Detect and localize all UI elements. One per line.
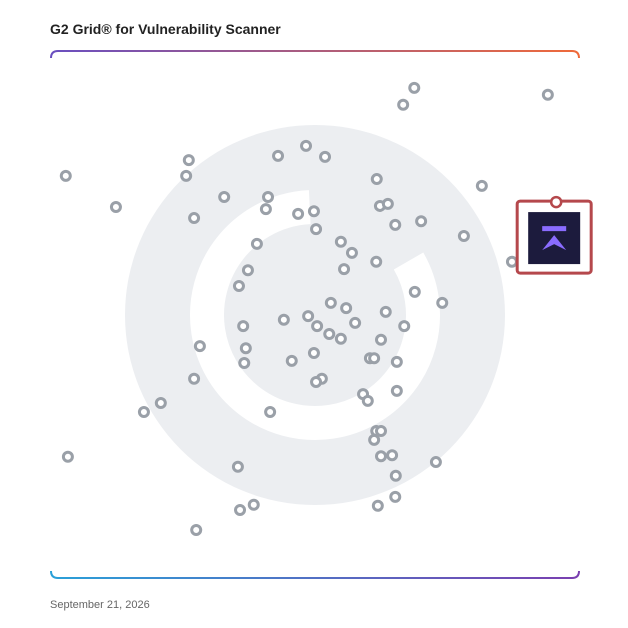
point xyxy=(389,469,402,482)
point xyxy=(302,310,315,323)
point xyxy=(389,490,402,503)
point xyxy=(232,280,245,293)
point xyxy=(180,169,193,182)
point xyxy=(370,255,383,268)
point xyxy=(109,200,122,213)
point xyxy=(375,333,387,346)
point xyxy=(457,229,470,242)
point xyxy=(381,197,394,210)
point xyxy=(277,313,290,326)
point xyxy=(349,316,362,329)
point xyxy=(154,397,167,410)
points xyxy=(59,81,554,537)
point xyxy=(390,384,403,397)
point xyxy=(371,499,384,512)
point xyxy=(361,394,374,407)
point xyxy=(259,203,272,216)
point xyxy=(436,296,449,309)
point xyxy=(292,207,305,220)
point xyxy=(475,179,488,192)
point xyxy=(310,223,323,236)
point xyxy=(334,235,347,248)
highlight xyxy=(515,195,593,275)
point xyxy=(368,433,381,446)
point xyxy=(345,246,358,259)
point xyxy=(188,212,201,225)
point xyxy=(285,354,298,367)
point xyxy=(389,218,402,231)
point xyxy=(218,190,231,203)
point xyxy=(319,150,332,163)
point xyxy=(379,305,392,318)
point xyxy=(234,504,247,517)
point xyxy=(272,149,285,162)
point xyxy=(340,302,353,315)
frame xyxy=(50,570,580,579)
point xyxy=(386,449,399,462)
chart-title: G2 Grid® for Vulnerability Scanner xyxy=(50,21,281,37)
point xyxy=(237,320,250,333)
point xyxy=(398,320,411,333)
frame xyxy=(50,50,580,59)
point xyxy=(307,205,320,218)
point xyxy=(415,215,428,228)
point xyxy=(338,263,351,276)
point xyxy=(368,352,381,365)
point xyxy=(238,356,251,369)
point xyxy=(429,456,442,469)
point xyxy=(300,139,313,152)
point xyxy=(307,346,320,359)
point xyxy=(311,320,324,333)
point xyxy=(370,173,383,186)
point xyxy=(505,255,518,268)
point xyxy=(193,340,206,353)
point xyxy=(59,169,72,182)
point xyxy=(264,405,277,418)
point xyxy=(408,81,421,94)
point xyxy=(188,372,201,385)
point xyxy=(61,450,74,463)
point xyxy=(239,342,252,355)
watermark-ring xyxy=(190,190,440,440)
point xyxy=(250,237,263,250)
point xyxy=(541,88,554,101)
point xyxy=(334,332,347,345)
highlight-pin xyxy=(549,195,563,209)
point xyxy=(323,327,336,340)
point xyxy=(324,296,337,309)
point xyxy=(375,450,387,463)
point xyxy=(390,355,403,368)
point xyxy=(182,154,195,167)
point xyxy=(247,498,260,511)
point xyxy=(137,405,150,418)
point xyxy=(241,264,254,277)
logo xyxy=(542,226,567,251)
point xyxy=(375,424,387,437)
point xyxy=(262,190,275,203)
point xyxy=(190,524,203,537)
point xyxy=(231,460,244,473)
point xyxy=(408,285,421,298)
point xyxy=(397,98,410,111)
date: September 21, 2026 xyxy=(50,599,150,611)
point xyxy=(310,375,323,388)
